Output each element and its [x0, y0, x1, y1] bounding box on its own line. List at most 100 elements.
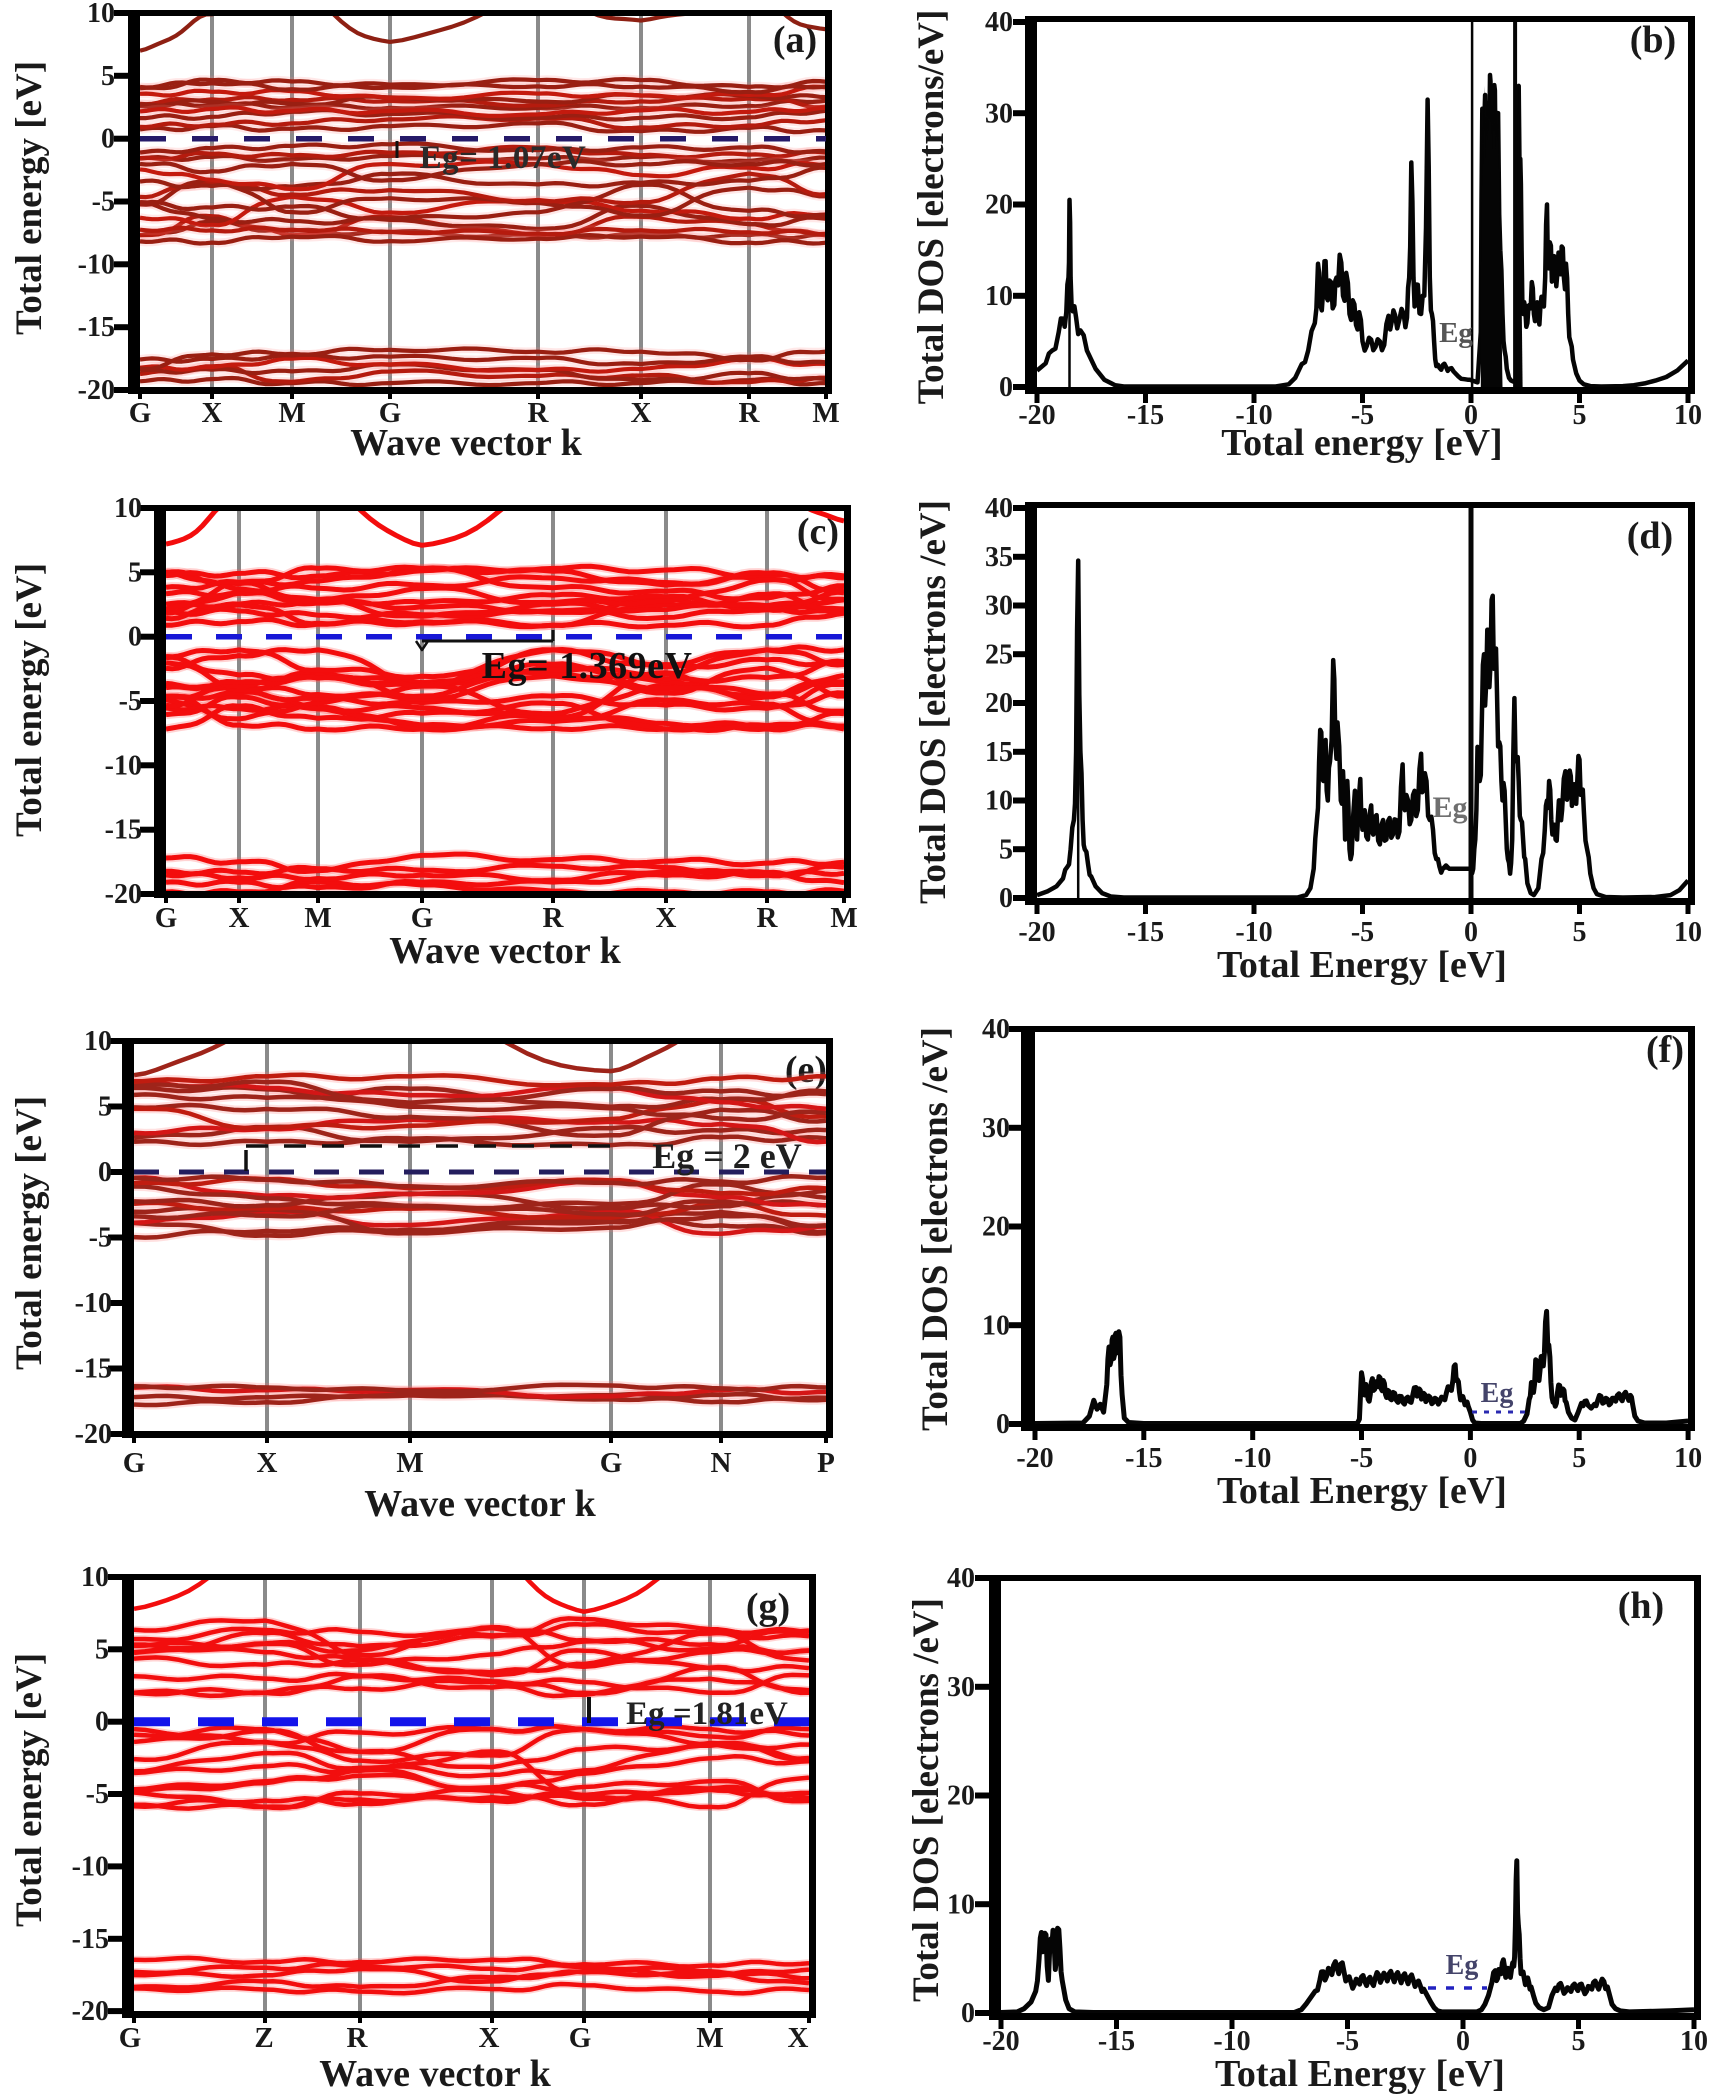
- svg-text:Wave vector k: Wave vector k: [319, 2053, 551, 2095]
- svg-text:G: G: [129, 397, 152, 429]
- svg-text:R: R: [347, 2022, 369, 2054]
- svg-text:M: M: [278, 397, 305, 429]
- svg-text:Eg = 2 eV: Eg = 2 eV: [652, 1136, 802, 1176]
- svg-text:-15: -15: [105, 815, 142, 846]
- svg-text:X: X: [631, 397, 652, 429]
- svg-text:-5: -5: [119, 686, 142, 717]
- svg-text:-15: -15: [1127, 917, 1164, 948]
- svg-text:20: 20: [985, 190, 1013, 221]
- svg-text:5: 5: [95, 1634, 109, 1665]
- svg-text:10: 10: [84, 1026, 112, 1057]
- svg-text:-15: -15: [1127, 400, 1164, 431]
- svg-text:Total DOS [electrons/eV]: Total DOS [electrons/eV]: [911, 10, 952, 405]
- svg-text:-10: -10: [1235, 917, 1272, 948]
- svg-text:X: X: [479, 2022, 500, 2054]
- svg-text:(e): (e): [785, 1049, 827, 1091]
- svg-text:Eg =1.81eV: Eg =1.81eV: [626, 1696, 788, 1732]
- svg-text:Total DOS [electrons /eV]: Total DOS [electrons /eV]: [913, 500, 954, 904]
- svg-text:G: G: [569, 2022, 592, 2054]
- svg-text:(b): (b): [1630, 19, 1676, 61]
- svg-text:20: 20: [985, 688, 1013, 719]
- svg-text:R: R: [528, 397, 550, 429]
- svg-text:0: 0: [1456, 2026, 1470, 2057]
- svg-text:(d): (d): [1627, 515, 1673, 557]
- svg-text:0: 0: [98, 1157, 112, 1188]
- svg-text:M: M: [812, 397, 839, 429]
- svg-text:-20: -20: [1016, 1443, 1053, 1474]
- svg-text:-15: -15: [75, 1354, 112, 1385]
- svg-text:0: 0: [961, 1998, 975, 2029]
- svg-text:(h): (h): [1618, 1585, 1664, 1627]
- svg-text:Wave vector k: Wave vector k: [350, 422, 582, 464]
- svg-text:-10: -10: [105, 750, 142, 781]
- svg-text:0: 0: [1463, 1443, 1477, 1474]
- svg-text:P: P: [817, 1447, 835, 1479]
- svg-text:10: 10: [947, 1889, 975, 1920]
- svg-text:5: 5: [1573, 917, 1587, 948]
- svg-text:0: 0: [1464, 400, 1478, 431]
- svg-text:30: 30: [985, 591, 1013, 622]
- svg-text:0: 0: [996, 1409, 1010, 1440]
- svg-text:0: 0: [128, 622, 142, 653]
- svg-text:10: 10: [87, 0, 115, 29]
- svg-text:-10: -10: [1235, 400, 1272, 431]
- svg-text:Total energy [eV]: Total energy [eV]: [9, 1653, 50, 1927]
- svg-text:40: 40: [985, 7, 1013, 38]
- svg-text:X: X: [788, 2022, 809, 2054]
- svg-text:-5: -5: [1336, 2026, 1359, 2057]
- svg-text:40: 40: [985, 493, 1013, 524]
- svg-text:R: R: [739, 397, 761, 429]
- svg-text:10: 10: [1674, 1443, 1702, 1474]
- svg-text:10: 10: [114, 493, 142, 524]
- svg-text:Eg: Eg: [1481, 1378, 1514, 1409]
- svg-text:M: M: [396, 1447, 423, 1479]
- svg-text:-5: -5: [1351, 400, 1374, 431]
- svg-text:-5: -5: [92, 187, 115, 218]
- svg-text:10: 10: [81, 1562, 109, 1593]
- svg-text:Total DOS [electrons /eV]: Total DOS [electrons /eV]: [906, 1598, 947, 2002]
- svg-text:X: X: [202, 397, 223, 429]
- svg-text:Eg: Eg: [1432, 791, 1467, 824]
- svg-text:-5: -5: [1351, 917, 1374, 948]
- svg-text:Total Energy [eV]: Total Energy [eV]: [1217, 944, 1507, 986]
- svg-text:R: R: [757, 902, 779, 934]
- svg-text:10: 10: [1674, 400, 1702, 431]
- svg-text:-15: -15: [1098, 2026, 1135, 2057]
- svg-text:X: X: [656, 902, 677, 934]
- svg-text:10: 10: [985, 786, 1013, 817]
- svg-text:10: 10: [985, 281, 1013, 312]
- svg-text:35: 35: [985, 542, 1013, 573]
- svg-text:0: 0: [101, 124, 115, 155]
- svg-text:Total energy [eV]: Total energy [eV]: [1221, 422, 1502, 464]
- svg-text:5: 5: [1572, 1443, 1586, 1474]
- svg-text:-20: -20: [1018, 917, 1055, 948]
- svg-text:Wave vector k: Wave vector k: [364, 1483, 596, 1525]
- svg-text:5: 5: [98, 1092, 112, 1123]
- svg-text:G: G: [123, 1447, 146, 1479]
- svg-text:10: 10: [1674, 917, 1702, 948]
- svg-text:30: 30: [985, 98, 1013, 129]
- svg-text:10: 10: [1680, 2026, 1708, 2057]
- svg-text:0: 0: [95, 1707, 109, 1738]
- svg-text:20: 20: [947, 1781, 975, 1812]
- svg-text:-10: -10: [75, 1288, 112, 1319]
- svg-text:25: 25: [985, 639, 1013, 670]
- svg-text:Total energy [eV]: Total energy [eV]: [9, 61, 50, 335]
- svg-text:Total energy [eV]: Total energy [eV]: [9, 563, 50, 837]
- svg-text:Total Energy [eV]: Total Energy [eV]: [1215, 2053, 1505, 2095]
- svg-text:Wave vector k: Wave vector k: [389, 930, 621, 972]
- svg-text:N: N: [711, 1447, 732, 1479]
- svg-text:5: 5: [1572, 2026, 1586, 2057]
- svg-text:(f): (f): [1646, 1029, 1684, 1071]
- svg-text:Eg: Eg: [1439, 317, 1473, 349]
- svg-text:5: 5: [1573, 400, 1587, 431]
- svg-text:-15: -15: [78, 312, 115, 343]
- svg-text:-10: -10: [1234, 1443, 1271, 1474]
- svg-text:-20: -20: [105, 879, 142, 910]
- svg-text:40: 40: [982, 1014, 1010, 1045]
- svg-text:5: 5: [999, 834, 1013, 865]
- svg-text:0: 0: [999, 372, 1013, 403]
- svg-text:5: 5: [128, 557, 142, 588]
- svg-text:G: G: [155, 902, 178, 934]
- svg-text:M: M: [304, 902, 331, 934]
